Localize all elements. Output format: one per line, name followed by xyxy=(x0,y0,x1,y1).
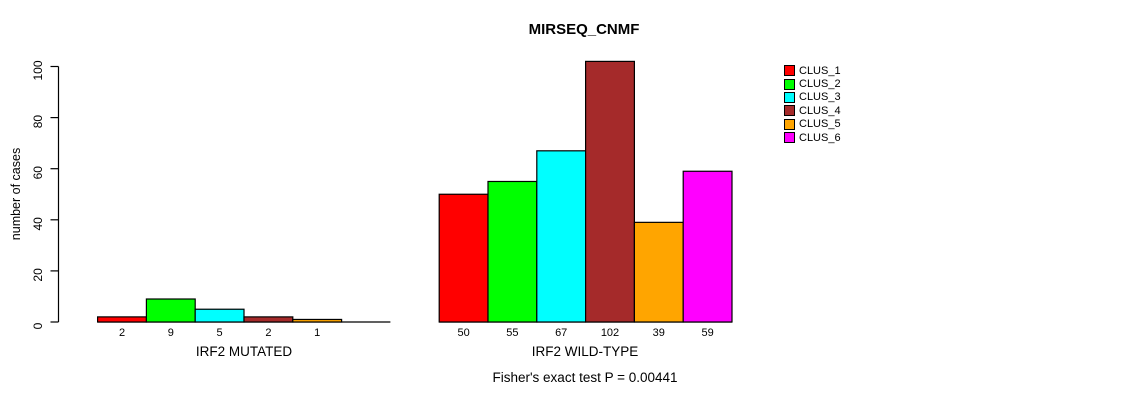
y-axis-label: number of cases xyxy=(9,147,23,241)
axis-tick-label: 20 xyxy=(31,268,45,282)
axis-tick-label: 0 xyxy=(31,322,45,329)
legend-item: CLUS_5 xyxy=(784,118,841,131)
legend-label: CLUS_1 xyxy=(799,64,841,77)
legend-item: CLUS_2 xyxy=(784,77,841,90)
bar-clus_2 xyxy=(145,298,196,323)
legend-item: CLUS_6 xyxy=(784,131,841,144)
legend-item: CLUS_3 xyxy=(784,91,841,104)
bar-clus_1 xyxy=(438,193,489,323)
bar-count-label: 67 xyxy=(555,327,567,339)
bar-count-label: 9 xyxy=(168,327,174,339)
group-label-mutated: IRF2 MUTATED xyxy=(195,344,293,359)
bar-clus_4 xyxy=(584,60,635,323)
axis-tick-label: 100 xyxy=(31,60,45,80)
chart-title: MIRSEQ_CNMF xyxy=(528,21,640,38)
legend-swatch-clus-3 xyxy=(784,91,795,103)
bar-count-label: 50 xyxy=(457,327,469,339)
legend-item: CLUS_1 xyxy=(784,64,841,77)
bar-count-label: 59 xyxy=(701,327,713,339)
bar-count-label: 5 xyxy=(217,327,223,339)
bar-clus_1 xyxy=(96,316,147,323)
bar-count-label: 55 xyxy=(506,327,518,339)
legend-label: CLUS_6 xyxy=(799,131,841,144)
axis-tick-label: 40 xyxy=(31,217,45,231)
legend-swatch-clus-2 xyxy=(784,78,795,90)
legend-swatch-clus-4 xyxy=(784,105,795,117)
bar-count-label: 2 xyxy=(119,327,125,339)
bar-clus_4 xyxy=(243,316,294,323)
bar-count-label: 102 xyxy=(601,327,619,339)
legend-label: CLUS_5 xyxy=(799,118,841,131)
bar-clus_3 xyxy=(194,308,245,323)
legend-swatch-clus-1 xyxy=(784,65,795,77)
legend-label: CLUS_2 xyxy=(799,78,841,91)
legend-swatch-clus-6 xyxy=(784,132,795,144)
legend-swatch-clus-5 xyxy=(784,118,795,130)
legend-label: CLUS_4 xyxy=(799,104,841,117)
group-label-wildtype: IRF2 WILD-TYPE xyxy=(531,344,639,359)
bar-clus_5 xyxy=(633,221,684,323)
legend: CLUS_1 CLUS_2 CLUS_3 CLUS_4 CLUS_5 CLUS_… xyxy=(784,64,841,144)
axis-tick-label: 80 xyxy=(31,115,45,129)
bar-count-label: 1 xyxy=(314,327,320,339)
bar-count-label: 39 xyxy=(653,327,665,339)
legend-label: CLUS_3 xyxy=(799,91,841,104)
fisher-test-annotation: Fisher's exact test P = 0.00441 xyxy=(492,370,678,385)
bar-clus_2 xyxy=(487,180,538,323)
bar-count-label: 2 xyxy=(265,327,271,339)
legend-item: CLUS_4 xyxy=(784,104,841,117)
bar-clus_3 xyxy=(536,150,587,323)
axis-tick-label: 60 xyxy=(31,166,45,180)
bar-clus_5 xyxy=(292,318,343,323)
bar-clus_6 xyxy=(682,170,733,323)
